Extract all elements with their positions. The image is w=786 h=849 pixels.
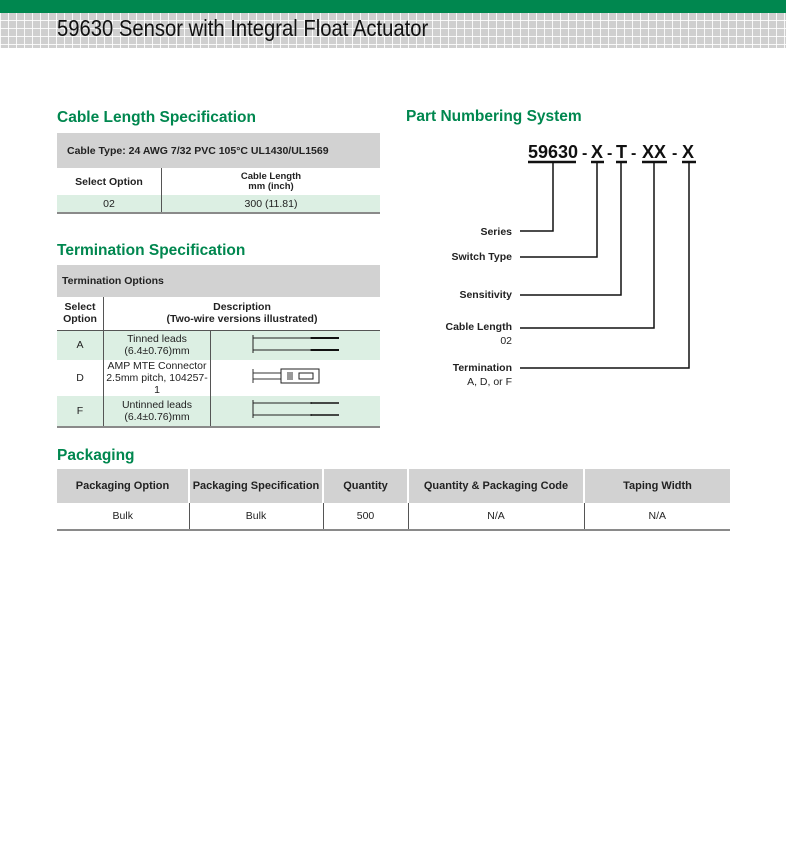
table-row: D AMP MTE Connector 2.5mm pitch, 104257-1: [57, 359, 381, 396]
sep: -: [672, 145, 677, 162]
termination-table: Termination Options Select Option Descrip…: [57, 265, 380, 428]
sep: -: [582, 145, 587, 162]
cell: 500: [323, 503, 409, 530]
col-description-note: (Two-wire versions illustrated): [166, 313, 318, 326]
label-termination: Termination: [453, 362, 512, 374]
cell-description-2: 2.5mm pitch, 104257-1: [106, 371, 208, 396]
cell: N/A: [408, 503, 585, 530]
untinned-leads-icon: [211, 396, 381, 427]
col-select-option: Select Option: [57, 168, 162, 195]
top-accent-bar: [0, 0, 786, 13]
cell-length: 300 (11.81): [244, 197, 298, 210]
segment-sensitivity: T: [616, 142, 627, 162]
table-row: 02 300 (11.81): [57, 195, 380, 213]
cell-option: D: [57, 359, 104, 396]
cell-description: AMP MTE Connector: [107, 359, 207, 372]
col-taping-width: Taping Width: [584, 469, 730, 503]
segment-cable: XX: [642, 142, 666, 162]
cell-option: F: [57, 395, 104, 427]
label-sensitivity: Sensitivity: [459, 289, 512, 301]
segment-switch: X: [591, 142, 603, 162]
col-select: Select: [64, 301, 96, 314]
cable-table: Cable Type: 24 AWG 7/32 PVC 105°C UL1430…: [57, 133, 380, 214]
label-cable-length-sub: 02: [500, 335, 512, 347]
table-row: Bulk Bulk 500 N/A N/A: [57, 503, 730, 530]
termination-options-label: Termination Options: [57, 265, 380, 297]
cell-description: Tinned leads (6.4±0.76)mm: [103, 330, 211, 360]
col-qty-code: Quantity & Packaging Code: [408, 469, 585, 503]
label-switch-type: Switch Type: [452, 251, 513, 263]
col-quantity: Quantity: [323, 469, 409, 503]
segment-termination: X: [682, 142, 694, 162]
packaging-heading: Packaging: [57, 447, 135, 464]
page-title: 59630 Sensor with Integral Float Actuato…: [57, 15, 429, 41]
part-number-diagram: 59630 - X - T - XX - X Series Switch Typ…: [445, 142, 696, 388]
cell: Bulk: [57, 503, 190, 530]
label-termination-sub: A, D, or F: [467, 376, 512, 388]
col-description: Description: [213, 301, 271, 314]
segment-series: 59630: [528, 142, 578, 162]
title-band: [0, 13, 786, 48]
col-packaging-spec: Packaging Specification: [189, 469, 324, 503]
connector-icon: [211, 360, 381, 396]
cell-description: Untinned leads (6.4±0.76)mm: [103, 395, 211, 427]
cable-heading: Cable Length Specification: [57, 109, 256, 126]
cell: N/A: [648, 510, 666, 522]
label-series: Series: [480, 226, 512, 238]
col-cable-length: Cable Length: [240, 170, 302, 182]
termination-heading: Termination Specification: [57, 242, 246, 259]
cell-option: A: [57, 330, 104, 360]
col-packaging-option: Packaging Option: [57, 469, 190, 503]
tinned-leads-icon: [211, 330, 381, 360]
part-numbering-heading: Part Numbering System: [406, 108, 582, 125]
label-cable-length: Cable Length: [445, 321, 512, 333]
packaging-table: Packaging Option Packaging Specification Q…: [57, 469, 730, 531]
col-option: Option: [63, 313, 97, 326]
table-row: A Tinned leads (6.4±0.76)mm: [57, 330, 380, 360]
table-row: F Untinned leads (6.4±0.76)mm: [57, 395, 381, 427]
cell-option: 02: [57, 195, 162, 213]
cable-type: Cable Type: 24 AWG 7/32 PVC 105°C UL1430…: [57, 133, 380, 168]
cell: Bulk: [189, 503, 324, 530]
sep: -: [607, 145, 612, 162]
sep: -: [631, 145, 636, 162]
col-cable-unit: mm (inch): [248, 180, 294, 192]
